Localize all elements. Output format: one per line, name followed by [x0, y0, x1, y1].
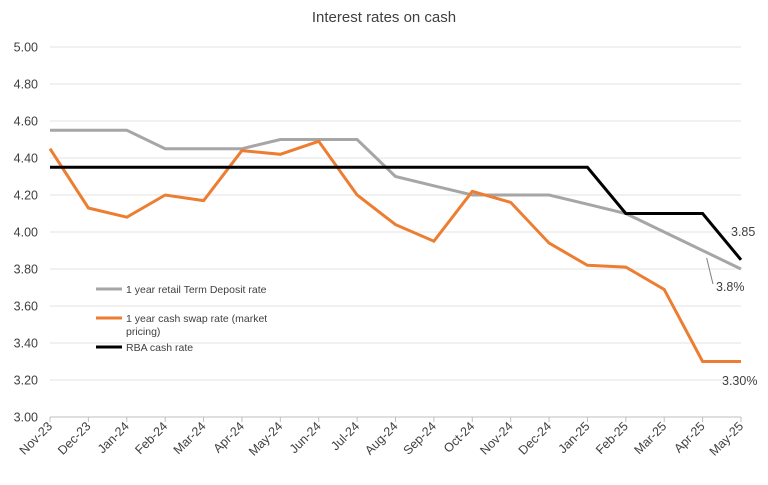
- series-line-0: [50, 128, 742, 271]
- y-tick-label: 3.80: [14, 263, 38, 277]
- y-tick-label: 4.80: [14, 78, 38, 92]
- x-tick-label: Mar-25: [631, 419, 669, 457]
- data-label: 3.85: [731, 225, 755, 239]
- data-label: 3.30%: [722, 374, 757, 388]
- y-tick-label: 4.40: [14, 152, 38, 166]
- x-tick-label: Mar-24: [171, 419, 209, 457]
- x-tick-label: Apr-24: [211, 419, 247, 455]
- y-tick-label: 3.60: [14, 300, 38, 314]
- x-tick-label: Jan-24: [95, 419, 132, 456]
- legend-label: 1 year cash swap rate (market: [126, 313, 267, 325]
- x-tick-label: Jun-24: [287, 419, 324, 456]
- x-tick-label: Jan-25: [556, 419, 593, 456]
- y-tick-label: 3.00: [14, 411, 38, 425]
- legend-label: RBA cash rate: [126, 342, 193, 354]
- series-line-2: [50, 165, 743, 261]
- x-tick-label: Jul-24: [328, 419, 362, 453]
- y-tick-label: 3.40: [14, 337, 38, 351]
- data-label: 3.8%: [716, 280, 745, 294]
- x-tick-label: Sep-24: [401, 419, 439, 457]
- x-tick-label: Oct-24: [441, 419, 477, 455]
- y-tick-label: 5.00: [14, 41, 38, 55]
- x-tick-label: Dec-24: [516, 419, 554, 457]
- y-tick-label: 4.60: [14, 115, 38, 129]
- callout-leader: [706, 257, 714, 285]
- y-tick-label: 4.00: [14, 226, 38, 240]
- chart-title: Interest rates on cash: [311, 9, 457, 26]
- x-tick-label: May-25: [707, 419, 746, 458]
- y-tick-label: 4.20: [14, 189, 38, 203]
- x-tick-label: Feb-24: [132, 419, 170, 457]
- x-tick-label: Dec-23: [55, 419, 93, 457]
- x-tick-label: Feb-25: [593, 419, 631, 457]
- y-tick-label: 3.20: [14, 374, 38, 388]
- x-tick-label: Apr-25: [671, 419, 707, 455]
- series-line-1: [48, 139, 741, 363]
- x-tick-label: Nov-23: [17, 419, 55, 457]
- legend-label: 1 year retail Term Deposit rate: [126, 284, 267, 296]
- x-tick-label: Aug-24: [362, 419, 400, 457]
- x-tick-label: Nov-24: [477, 419, 515, 457]
- legend-label: pricing): [126, 326, 160, 338]
- x-tick-label: May-24: [246, 419, 285, 458]
